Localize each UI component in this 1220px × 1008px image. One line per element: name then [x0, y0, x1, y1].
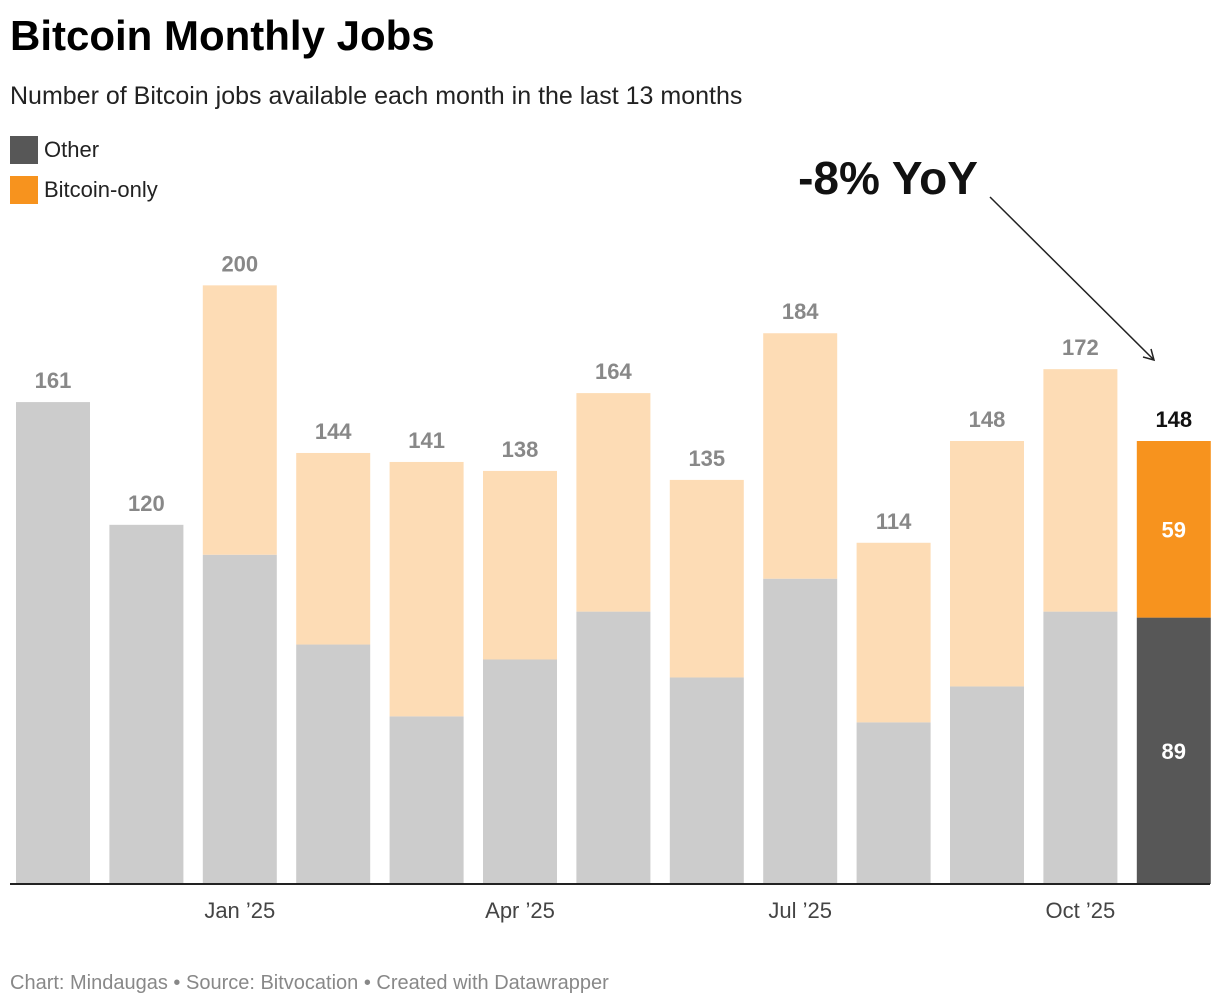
total-label: 164: [595, 359, 632, 384]
bar-other: [389, 716, 464, 884]
segment-label-bitcoin-only: 59: [1162, 517, 1186, 542]
total-label: 144: [315, 419, 352, 444]
arrowhead-icon: [1142, 348, 1156, 362]
bar-bitcoin-only: [950, 441, 1024, 687]
bar-bitcoin-only: [483, 470, 557, 660]
x-tick-label: Jul ’25: [768, 898, 832, 923]
bar-bitcoin-only: [763, 333, 838, 579]
bar-other: [483, 659, 557, 884]
total-label: 138: [502, 437, 539, 462]
total-label: 172: [1062, 335, 1099, 360]
bar-other: [16, 402, 90, 884]
total-label: 114: [876, 509, 912, 534]
bar-bitcoin-only: [856, 542, 931, 723]
x-tick-label: Jan ’25: [204, 898, 275, 923]
legend-label: Other: [44, 137, 100, 162]
bar-bitcoin-only: [296, 452, 371, 645]
bar-bitcoin-only: [576, 393, 651, 612]
bar-other: [296, 644, 371, 884]
bar-bitcoin-only: [389, 461, 464, 717]
bar-bitcoin-only: [669, 479, 744, 678]
legend-swatch-other: [10, 136, 38, 164]
annotation-arrow: [989, 196, 1154, 360]
chart-title: Bitcoin Monthly Jobs: [10, 12, 435, 59]
bar-other: [1136, 617, 1211, 884]
total-label: 161: [35, 368, 72, 393]
annotation-text: -8% YoY: [798, 152, 978, 204]
bar-other: [202, 554, 277, 884]
total-label: 184: [782, 299, 819, 324]
bar-other: [576, 611, 651, 884]
segment-label-other: 89: [1162, 739, 1186, 764]
bar-bitcoin-only: [1136, 441, 1211, 618]
bar-bitcoin-only: [202, 285, 277, 555]
total-label: 120: [128, 491, 165, 516]
total-label: 141: [408, 428, 445, 453]
legend-item-bitcoin-only: Bitcoin-only: [10, 176, 158, 204]
bar-bitcoin-only: [1043, 369, 1118, 612]
bar-other: [763, 578, 838, 884]
legend-item-other: Other: [10, 136, 99, 164]
legend-swatch-bitcoin-only: [10, 176, 38, 204]
x-tick-label: Apr ’25: [485, 898, 555, 923]
chart-footer: Chart: Mindaugas • Source: Bitvocation •…: [10, 972, 609, 994]
total-label: 148: [969, 407, 1006, 432]
total-label: 135: [688, 446, 725, 471]
bar-other: [950, 686, 1024, 884]
total-label: 200: [221, 251, 258, 276]
legend-label: Bitcoin-only: [44, 177, 158, 202]
bar-other: [856, 722, 931, 884]
bar-other: [1043, 611, 1118, 884]
total-label: 148: [1155, 407, 1192, 432]
bar-other: [109, 524, 184, 884]
chart-subtitle: Number of Bitcoin jobs available each mo…: [10, 82, 743, 110]
x-tick-label: Oct ’25: [1046, 898, 1116, 923]
bar-other: [669, 677, 744, 884]
